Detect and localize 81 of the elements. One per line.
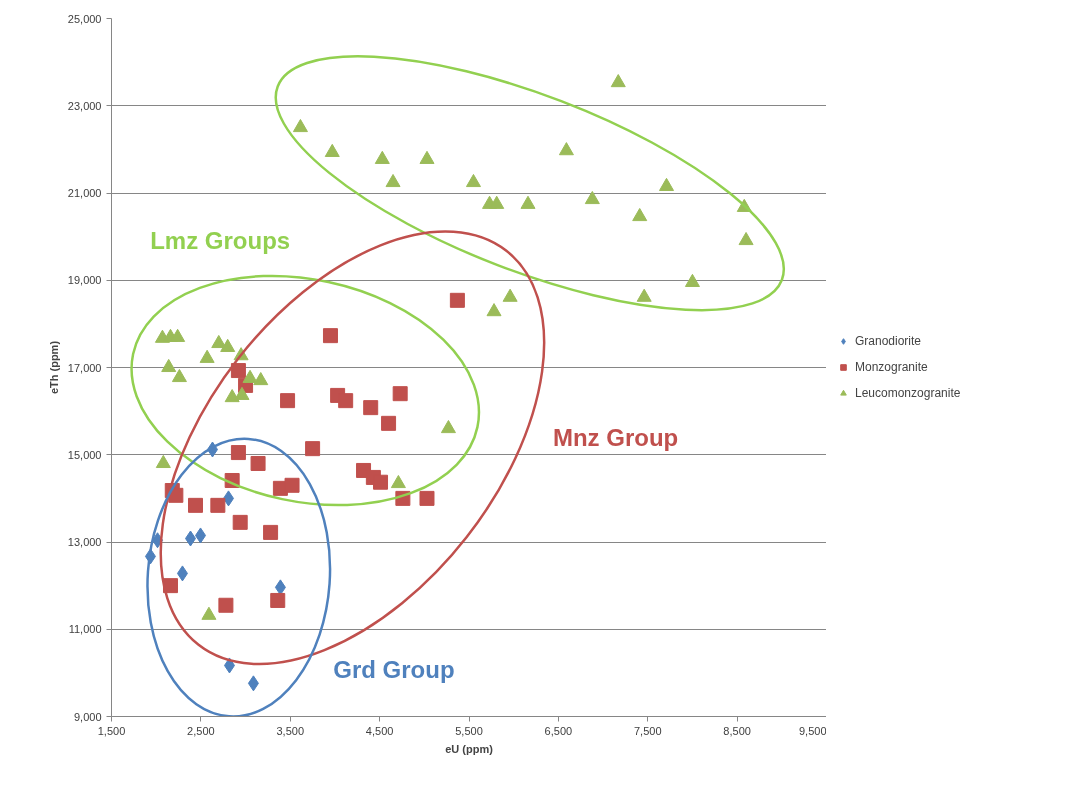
point: [636, 288, 652, 302]
legend-label: Monzogranite: [855, 360, 928, 374]
y-axis-title: eTh (ppm): [47, 340, 60, 395]
x-axis-title: eU (ppm): [445, 742, 494, 755]
point: [381, 415, 397, 431]
x-tick-label: 8,500: [723, 724, 751, 737]
y-tick-label: 11,000: [68, 623, 102, 636]
point: [253, 372, 269, 386]
legend-label: Leucomonzogranite: [855, 386, 961, 400]
legend-label: Granodiorite: [855, 334, 922, 348]
point: [610, 74, 626, 88]
point: [247, 675, 259, 692]
point: [230, 363, 246, 379]
point: [263, 524, 279, 540]
point: [211, 334, 227, 349]
point: [230, 445, 246, 461]
point: [324, 143, 340, 157]
point: [465, 173, 481, 188]
x-tick-label: 2,500: [187, 724, 215, 737]
point: [584, 190, 600, 205]
x-tick-label: 3,500: [276, 724, 305, 737]
annotation: Mnz Group: [552, 424, 679, 452]
y-tick-label: 23,000: [67, 99, 102, 112]
point: [373, 474, 389, 490]
point: [558, 142, 574, 156]
point: [234, 386, 250, 400]
point: [280, 393, 296, 409]
point: [199, 349, 215, 363]
point: [161, 358, 177, 373]
point: [195, 527, 207, 544]
point: [210, 497, 226, 513]
y-tick-label: 13,000: [67, 536, 102, 548]
point: [185, 530, 197, 547]
point: [270, 592, 286, 608]
point: [223, 657, 235, 674]
x-tick-label: 1,500: [97, 724, 126, 737]
point: [242, 369, 258, 383]
point: [322, 328, 338, 344]
point: [171, 368, 187, 383]
point: [738, 231, 754, 246]
point: [419, 150, 435, 164]
point: [338, 393, 354, 409]
point: [440, 419, 456, 434]
point: [486, 303, 502, 317]
point: [520, 195, 536, 209]
point: [176, 565, 188, 582]
y-tick-label: 17,000: [67, 361, 102, 374]
point: [224, 389, 240, 403]
x-tick-label: 7,500: [633, 724, 662, 737]
point: [385, 173, 401, 188]
y-tick-label: 9,000: [73, 710, 102, 723]
x-tick-label: 9,500: [798, 724, 827, 737]
annotation: Lmz Groups: [150, 226, 291, 254]
point: [220, 338, 236, 352]
point: [250, 455, 266, 471]
x-tick-label: 5,500: [455, 724, 483, 737]
point: [284, 477, 300, 493]
point: [390, 474, 406, 489]
point: [292, 118, 308, 133]
point: [419, 490, 435, 506]
point: [218, 597, 234, 613]
point: [449, 292, 465, 308]
point: [502, 288, 518, 302]
annotation: Grd Group: [333, 655, 455, 683]
point: [155, 454, 171, 469]
point: [659, 177, 675, 191]
point: [684, 273, 700, 287]
point: [232, 514, 248, 530]
x-tick-label: 6,500: [544, 724, 573, 737]
point: [632, 207, 648, 222]
point: [188, 497, 204, 513]
y-tick-label: 25,000: [67, 12, 102, 25]
point: [489, 195, 505, 209]
point: [305, 441, 321, 457]
y-tick-label: 21,000: [67, 187, 102, 199]
point: [374, 150, 390, 164]
y-tick-label: 15,000: [67, 448, 102, 461]
point: [363, 400, 379, 416]
x-tick-label: 4,500: [365, 724, 394, 737]
y-tick-label: 19,000: [67, 274, 102, 287]
point: [392, 386, 408, 402]
